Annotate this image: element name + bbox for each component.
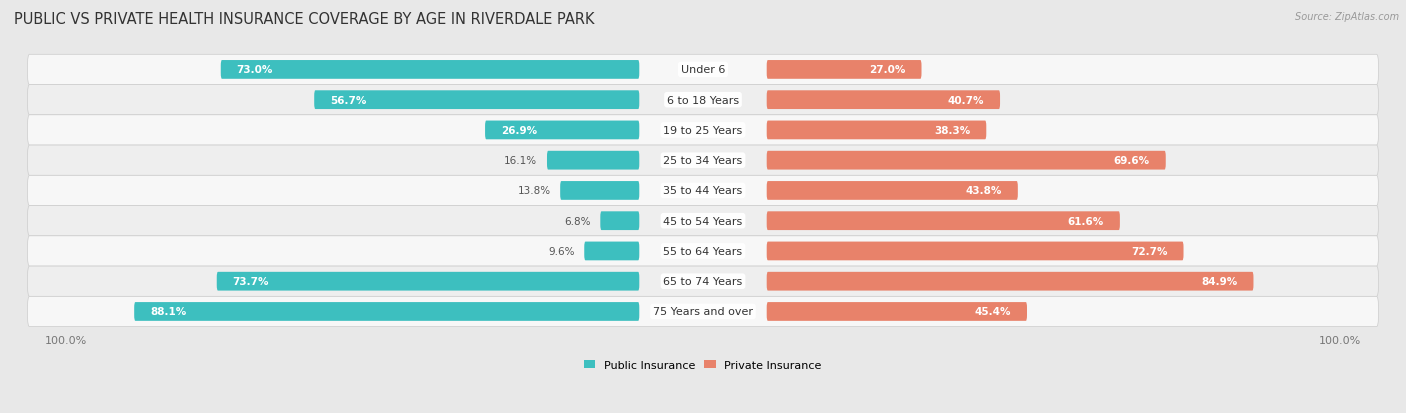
FancyBboxPatch shape: [134, 302, 640, 321]
FancyBboxPatch shape: [28, 266, 1378, 297]
FancyBboxPatch shape: [28, 176, 1378, 206]
Text: 27.0%: 27.0%: [869, 65, 905, 75]
Text: 13.8%: 13.8%: [517, 186, 551, 196]
FancyBboxPatch shape: [221, 61, 640, 80]
Text: 72.7%: 72.7%: [1130, 246, 1167, 256]
Text: 75 Years and over: 75 Years and over: [652, 307, 754, 317]
FancyBboxPatch shape: [547, 152, 640, 170]
FancyBboxPatch shape: [600, 212, 640, 230]
FancyBboxPatch shape: [766, 242, 1184, 261]
Text: 40.7%: 40.7%: [948, 95, 984, 105]
FancyBboxPatch shape: [766, 121, 986, 140]
Text: 55 to 64 Years: 55 to 64 Years: [664, 246, 742, 256]
FancyBboxPatch shape: [314, 91, 640, 110]
Text: 45.4%: 45.4%: [974, 307, 1011, 317]
FancyBboxPatch shape: [766, 182, 1018, 200]
Text: 38.3%: 38.3%: [934, 126, 970, 135]
Text: 6 to 18 Years: 6 to 18 Years: [666, 95, 740, 105]
FancyBboxPatch shape: [766, 91, 1000, 110]
FancyBboxPatch shape: [28, 116, 1378, 146]
Text: 25 to 34 Years: 25 to 34 Years: [664, 156, 742, 166]
Text: 6.8%: 6.8%: [564, 216, 591, 226]
Text: 16.1%: 16.1%: [505, 156, 537, 166]
Text: 43.8%: 43.8%: [966, 186, 1002, 196]
FancyBboxPatch shape: [28, 297, 1378, 327]
Text: 56.7%: 56.7%: [330, 95, 367, 105]
Text: 26.9%: 26.9%: [501, 126, 537, 135]
FancyBboxPatch shape: [217, 272, 640, 291]
Text: 69.6%: 69.6%: [1114, 156, 1150, 166]
FancyBboxPatch shape: [28, 55, 1378, 85]
FancyBboxPatch shape: [766, 152, 1166, 170]
FancyBboxPatch shape: [28, 85, 1378, 116]
Text: 61.6%: 61.6%: [1067, 216, 1104, 226]
FancyBboxPatch shape: [28, 206, 1378, 236]
FancyBboxPatch shape: [766, 61, 921, 80]
FancyBboxPatch shape: [585, 242, 640, 261]
FancyBboxPatch shape: [485, 121, 640, 140]
Legend: Public Insurance, Private Insurance: Public Insurance, Private Insurance: [579, 355, 827, 374]
Text: 19 to 25 Years: 19 to 25 Years: [664, 126, 742, 135]
Text: 35 to 44 Years: 35 to 44 Years: [664, 186, 742, 196]
Text: PUBLIC VS PRIVATE HEALTH INSURANCE COVERAGE BY AGE IN RIVERDALE PARK: PUBLIC VS PRIVATE HEALTH INSURANCE COVER…: [14, 12, 595, 27]
FancyBboxPatch shape: [766, 302, 1026, 321]
Text: 73.0%: 73.0%: [236, 65, 273, 75]
Text: 88.1%: 88.1%: [150, 307, 187, 317]
Text: 9.6%: 9.6%: [548, 246, 575, 256]
Text: 73.7%: 73.7%: [232, 277, 269, 287]
FancyBboxPatch shape: [560, 182, 640, 200]
Text: 45 to 54 Years: 45 to 54 Years: [664, 216, 742, 226]
Text: 84.9%: 84.9%: [1201, 277, 1237, 287]
Text: 65 to 74 Years: 65 to 74 Years: [664, 277, 742, 287]
FancyBboxPatch shape: [28, 236, 1378, 266]
Text: Under 6: Under 6: [681, 65, 725, 75]
FancyBboxPatch shape: [766, 212, 1119, 230]
Text: Source: ZipAtlas.com: Source: ZipAtlas.com: [1295, 12, 1399, 22]
FancyBboxPatch shape: [28, 146, 1378, 176]
FancyBboxPatch shape: [766, 272, 1254, 291]
